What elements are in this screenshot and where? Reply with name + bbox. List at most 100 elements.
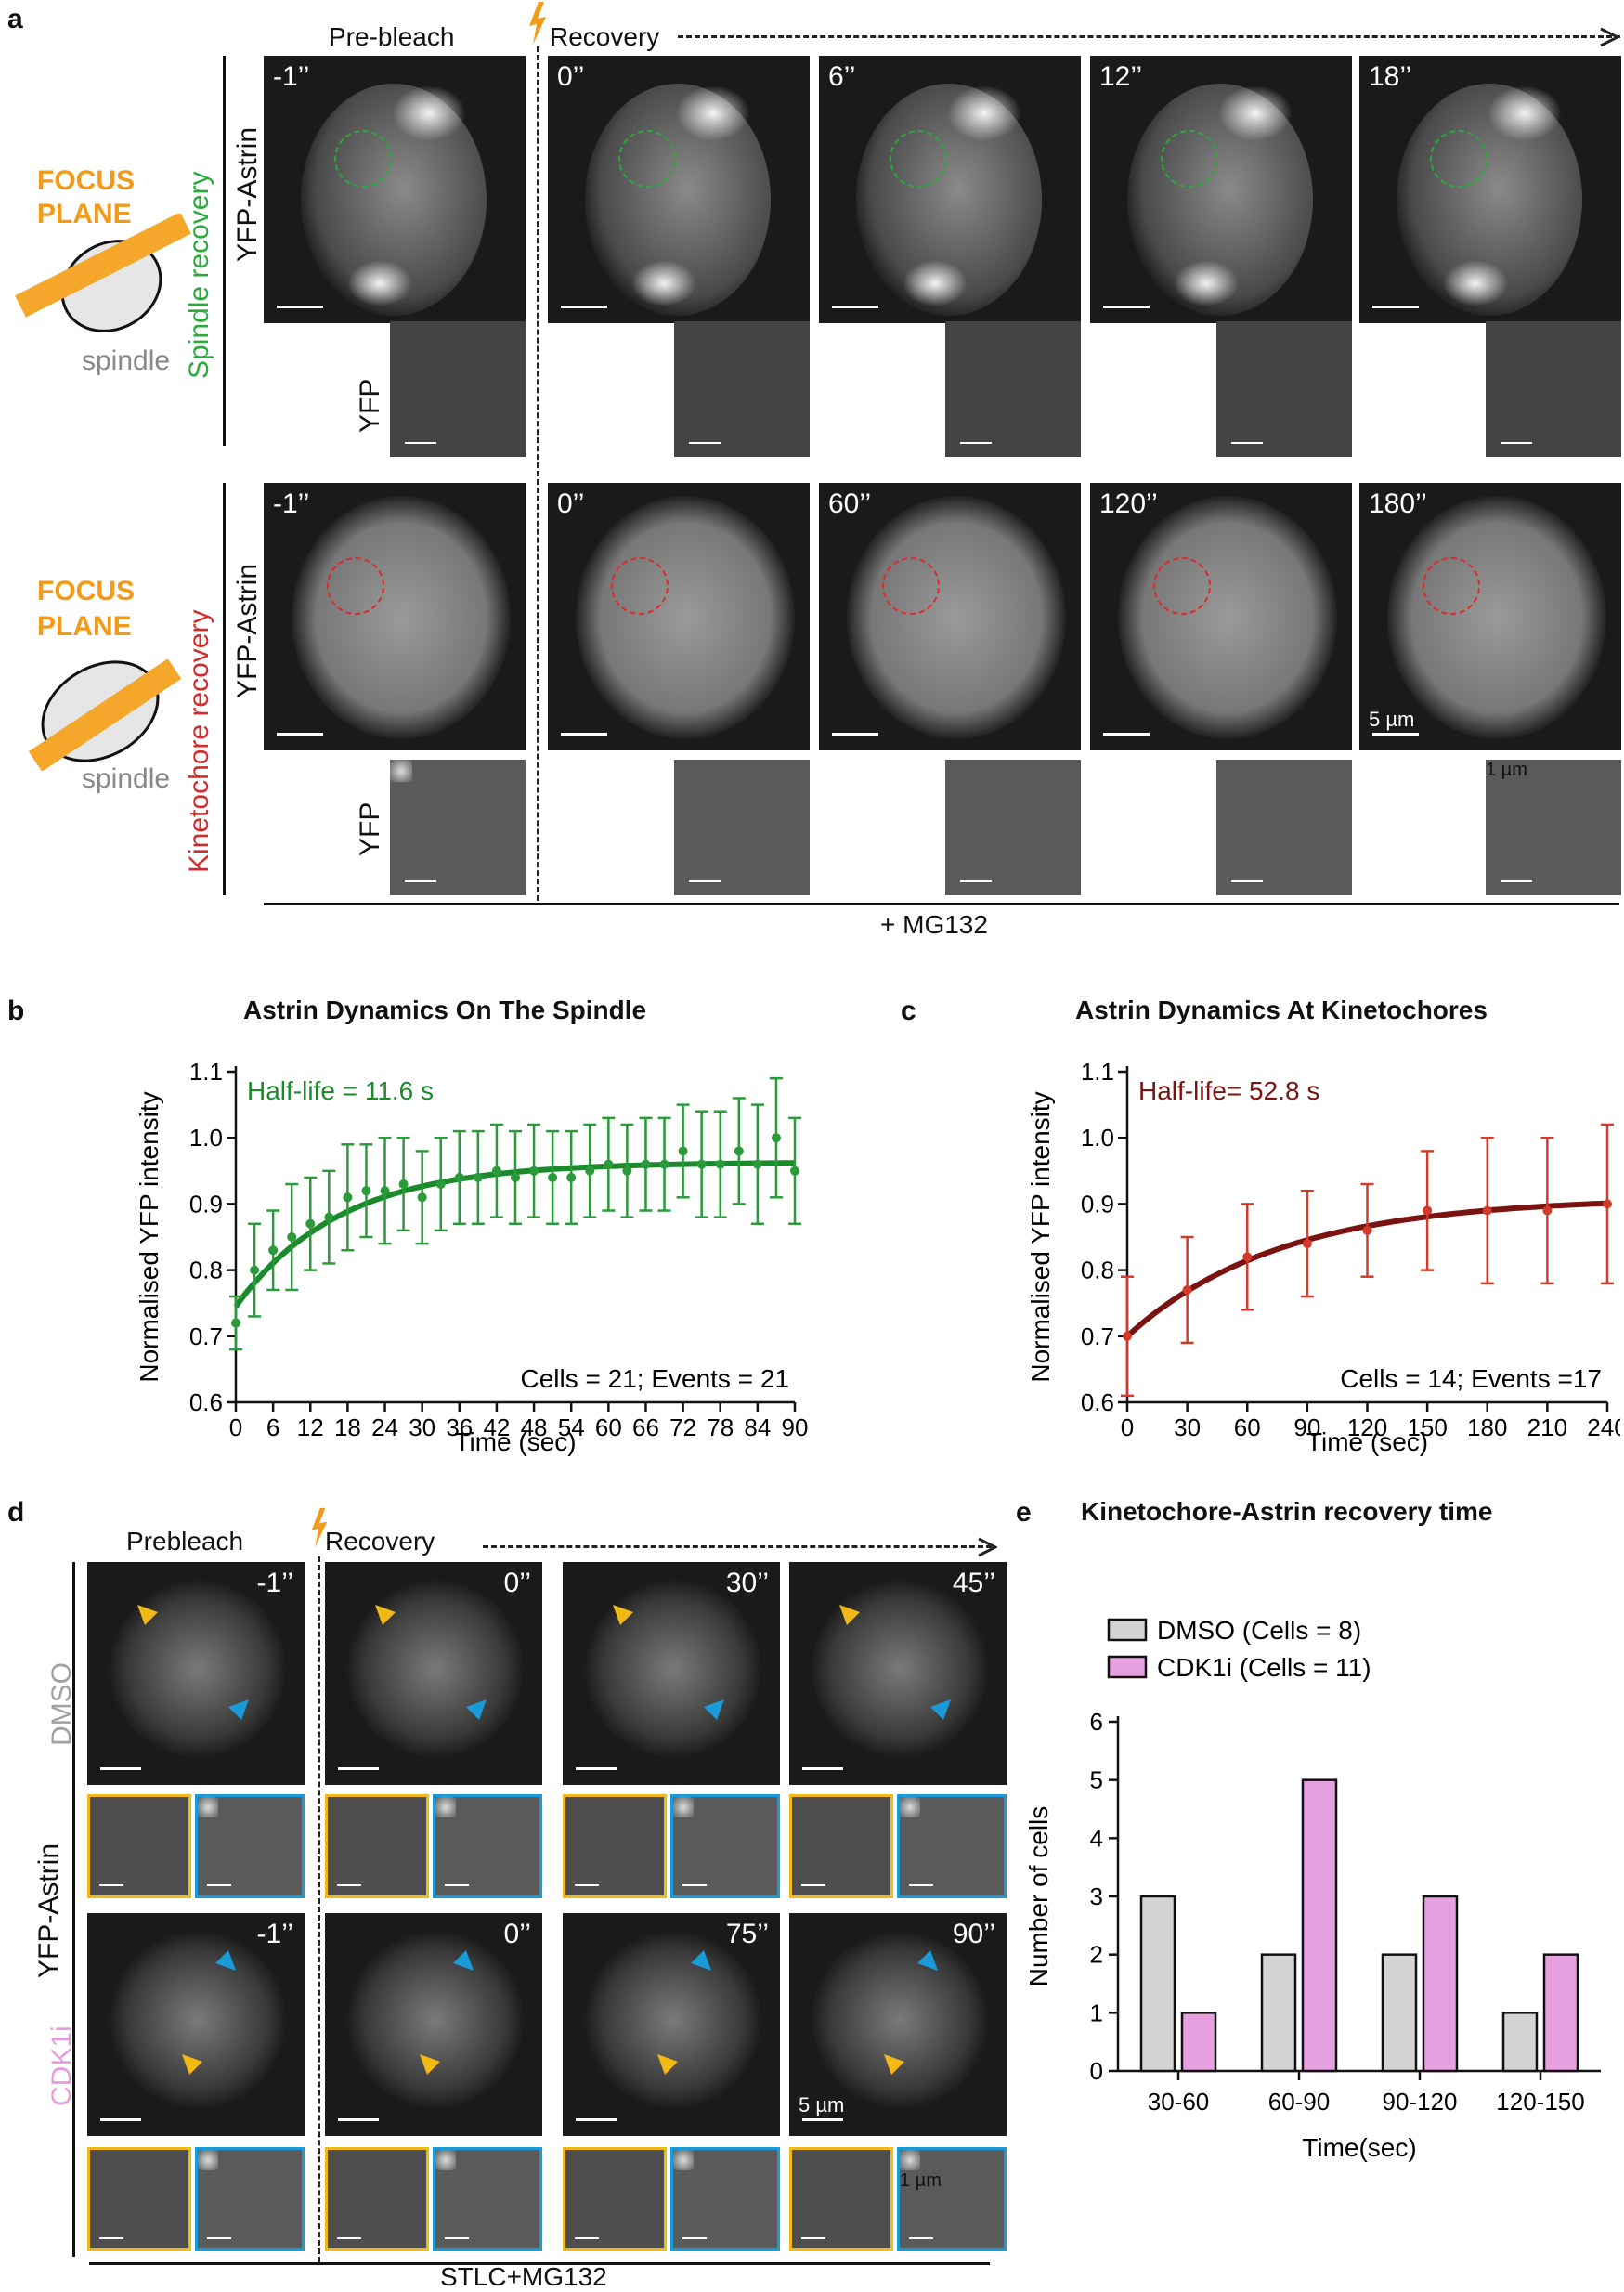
zoom-scale-bar xyxy=(801,1884,825,1886)
chart-b: 0.6 0.7 0.8 0.9 1.0 1.1 0 6 12 18 24 30 36 42 48 54 60 66… xyxy=(135,1058,808,1456)
y-tick-label: 0.7 xyxy=(189,1322,223,1350)
spindle-micrograph-3: 12’’ xyxy=(1090,56,1352,323)
legend-swatch xyxy=(1107,1618,1148,1642)
kinetochore-schematic-icon xyxy=(17,650,184,775)
data-point xyxy=(696,1159,707,1169)
y-tick-label: 0.7 xyxy=(1081,1322,1114,1350)
x-tick-label: 6 xyxy=(266,1413,279,1441)
spindle-pole xyxy=(1488,85,1562,141)
data-point xyxy=(1603,1199,1612,1209)
kinetochore-zoom-0 xyxy=(390,760,526,895)
bleach-roi-circle xyxy=(890,130,947,188)
x-tick-label: 66 xyxy=(632,1413,659,1441)
spindle-zoom-1 xyxy=(674,321,810,457)
zoom-scale-bar xyxy=(689,880,721,882)
kinetochore-zoom-3 xyxy=(1216,760,1352,895)
y-tick-label: 0.9 xyxy=(1081,1190,1114,1218)
zoom-scale-bar xyxy=(689,442,721,444)
scale-bar xyxy=(561,306,607,308)
data-point xyxy=(1423,1205,1433,1216)
zoom-scale-bar xyxy=(99,2237,123,2239)
spindle-pole xyxy=(1443,260,1508,306)
data-point xyxy=(435,1179,446,1190)
cell-blob xyxy=(576,496,795,739)
x-tick-label: 90 xyxy=(782,1413,808,1441)
x-tick-label: 150 xyxy=(1407,1413,1447,1441)
dmso-micrograph-0: -1’’ xyxy=(87,1562,305,1785)
zoom-scale-bar xyxy=(207,1884,231,1886)
data-point xyxy=(622,1166,632,1176)
scale-bar xyxy=(832,306,878,308)
x-axis-label: Time (sec) xyxy=(1306,1427,1428,1456)
spindle-time-label: 12’’ xyxy=(1099,61,1143,92)
scale-bar-label: 5 µm xyxy=(799,2093,845,2116)
y-tick-label: 1.1 xyxy=(189,1058,223,1086)
data-point xyxy=(585,1166,595,1176)
x-tick-label: 78 xyxy=(707,1413,734,1441)
scale-bar xyxy=(277,733,323,736)
data-point xyxy=(361,1186,371,1196)
scale-bar xyxy=(802,2118,843,2121)
kinetochore-zoom-2 xyxy=(945,760,1081,895)
data-point xyxy=(1482,1205,1492,1216)
dmso-zoom-blue-2 xyxy=(670,1794,780,1898)
dmso-time-label: -1’’ xyxy=(256,1568,293,1598)
cdk1i-time-label: 90’’ xyxy=(952,1919,995,1949)
scale-bar xyxy=(802,1767,843,1770)
zoom-scale-bar xyxy=(445,1884,469,1886)
spindle-zoom-2 xyxy=(945,321,1081,457)
kinetochore-spot xyxy=(435,2150,456,2170)
data-point xyxy=(1123,1331,1132,1341)
cell-blob xyxy=(1387,496,1606,739)
zoom-scale-bar xyxy=(575,2237,599,2239)
zoom-scale-bar xyxy=(682,2237,707,2239)
scale-bar xyxy=(1372,306,1419,308)
data-point xyxy=(715,1159,725,1169)
scale-bar xyxy=(576,2118,617,2121)
chart-c-title: Astrin Dynamics At Kinetochores xyxy=(1075,996,1488,1024)
row-label-kinetochore-recovery: Kinetochore recovery xyxy=(184,609,214,873)
yellow-arrowhead-icon xyxy=(373,1603,397,1632)
data-point xyxy=(511,1172,520,1182)
dmso-zoom-yellow-2 xyxy=(563,1794,667,1898)
scale-bar-label: 5 µm xyxy=(1369,708,1415,731)
data-point xyxy=(417,1192,427,1203)
x-tick-label: 60-90 xyxy=(1268,2088,1331,2116)
data-point xyxy=(1242,1252,1253,1262)
kinetochore-time-label: 60’’ xyxy=(828,488,872,519)
cdk1i-micrograph-1: 0’’ xyxy=(325,1913,542,2136)
zoom-scale-bar xyxy=(445,2237,469,2239)
bleach-bolt-icon-d xyxy=(308,1506,329,1554)
zoom-scale-bar xyxy=(1501,880,1532,882)
zoom-scale-bar xyxy=(207,2237,231,2239)
dmso-time-label: 30’’ xyxy=(725,1568,769,1598)
x-tick-label: 180 xyxy=(1467,1413,1507,1441)
bar-cdk1i xyxy=(1180,2012,1217,2073)
kinetochore-zoom-1 xyxy=(674,760,810,895)
focus-plane-label-1b: PLANE xyxy=(37,199,132,229)
spindle-time-label: 0’’ xyxy=(557,61,585,92)
bleach-roi-circle xyxy=(1153,557,1211,615)
cdk1i-zoom-blue-2 xyxy=(670,2147,780,2251)
scale-bar xyxy=(832,733,878,736)
bleach-roi-circle xyxy=(618,130,676,188)
spindle-time-label: -1’’ xyxy=(273,61,310,92)
y-tick-label: 0.9 xyxy=(189,1190,223,1218)
treatment-line xyxy=(264,903,1619,905)
kinetochore-micrograph-3: 120’’ xyxy=(1090,483,1352,750)
scale-bar xyxy=(1372,733,1419,736)
dmso-time-label: 0’’ xyxy=(503,1568,531,1598)
y-tick-label: 0.8 xyxy=(1081,1257,1114,1284)
cell-blob xyxy=(110,1932,286,2108)
x-axis-label: Time(sec) xyxy=(1302,2133,1416,2162)
panel-letter-a: a xyxy=(7,4,23,34)
x-tick-label: 120 xyxy=(1347,1413,1387,1441)
blue-arrowhead-icon xyxy=(464,1698,488,1726)
y-axis-label: Number of cells xyxy=(1024,1806,1053,1987)
y-tick-label: 0.6 xyxy=(189,1388,223,1416)
yellow-arrowhead-icon xyxy=(136,1603,160,1632)
zoom-scale-bar xyxy=(99,1884,123,1886)
x-tick-label: 18 xyxy=(334,1413,361,1441)
yellow-arrowhead-icon xyxy=(882,2052,906,2081)
data-point xyxy=(566,1172,577,1182)
